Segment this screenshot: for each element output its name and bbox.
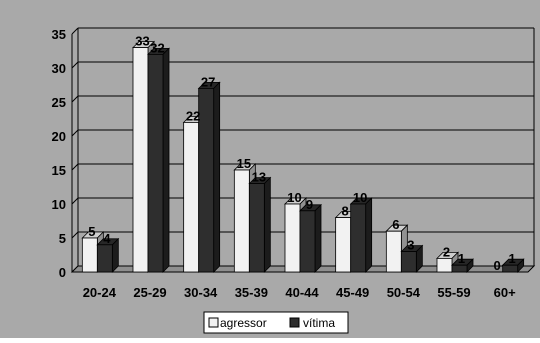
bar-front xyxy=(147,54,164,273)
bar-front xyxy=(233,169,250,273)
gridline-side xyxy=(71,27,79,35)
y-tick-label: 20 xyxy=(52,129,66,144)
bar-vitima xyxy=(501,258,525,273)
bar-vitima xyxy=(400,244,424,273)
bar-front xyxy=(400,251,417,273)
bar-vitima xyxy=(349,197,373,273)
data-label: 1 xyxy=(509,251,516,266)
bar-side xyxy=(314,203,322,273)
bar-vitima xyxy=(147,47,170,273)
bar-front xyxy=(198,88,215,273)
gridline-side xyxy=(71,61,79,69)
data-label: 8 xyxy=(342,204,349,219)
bar-side xyxy=(263,176,271,273)
bar-front xyxy=(299,210,316,273)
bar-vitima xyxy=(197,81,221,273)
x-tick-label: 40-44 xyxy=(285,285,319,300)
data-label: 13 xyxy=(252,170,266,185)
x-tick-label: 60+ xyxy=(494,285,516,300)
bar-front xyxy=(335,217,352,273)
bar-front xyxy=(248,183,265,273)
data-label: 10 xyxy=(353,190,367,205)
y-tick-label: 30 xyxy=(52,61,66,76)
data-label: 3 xyxy=(407,238,414,253)
bar-vitima xyxy=(451,258,474,273)
bar-front xyxy=(81,237,98,273)
bar-vitima xyxy=(299,203,322,273)
bar-front xyxy=(502,264,519,273)
bar-front xyxy=(350,203,367,273)
x-tick-label: 55-59 xyxy=(437,285,470,300)
bar-front xyxy=(132,47,149,273)
legend-label-vitima: vítima xyxy=(303,316,335,330)
bar-side xyxy=(162,47,170,273)
bars xyxy=(81,40,525,273)
data-label: 0 xyxy=(494,258,501,273)
bar-front xyxy=(96,244,113,273)
data-label: 15 xyxy=(237,156,251,171)
x-tick-label: 30-34 xyxy=(184,285,218,300)
data-label: 2 xyxy=(443,244,450,259)
legend-swatch-agressor xyxy=(208,317,219,328)
bar-front xyxy=(183,122,200,273)
data-label: 27 xyxy=(201,74,215,89)
y-tick-label: 10 xyxy=(52,197,66,212)
data-label: 6 xyxy=(392,217,399,232)
y-tick-label: 35 xyxy=(52,27,66,42)
data-label: 5 xyxy=(88,224,95,239)
data-label: 32 xyxy=(150,40,164,55)
x-tick-label: 45-49 xyxy=(336,285,369,300)
legend: agressor vítima xyxy=(203,311,349,334)
bar-front xyxy=(451,264,468,273)
x-tick-label: 25-29 xyxy=(133,285,166,300)
x-tick-label: 35-39 xyxy=(235,285,268,300)
data-label: 9 xyxy=(306,197,313,212)
data-label: 1 xyxy=(458,251,465,266)
bar-front xyxy=(385,230,402,273)
gridline-side xyxy=(71,95,79,103)
data-label: 33 xyxy=(135,34,149,49)
gridline-side xyxy=(71,197,79,205)
gridline-side xyxy=(71,129,79,137)
data-label: 22 xyxy=(186,108,200,123)
bar-front xyxy=(284,203,301,273)
bar-vitima xyxy=(248,176,272,273)
legend-box xyxy=(203,311,349,334)
x-tick-label: 50-54 xyxy=(387,285,421,300)
y-tick-label: 15 xyxy=(52,163,66,178)
data-label: 10 xyxy=(287,190,301,205)
x-tick-label: 20-24 xyxy=(83,285,117,300)
bar-side xyxy=(111,237,119,273)
gridline-side xyxy=(71,163,79,171)
y-tick-label: 0 xyxy=(59,265,66,280)
gridline-side xyxy=(71,231,79,239)
legend-swatch-vitima xyxy=(289,317,300,328)
bar-front xyxy=(436,257,453,273)
data-label: 4 xyxy=(103,231,111,246)
bar-side xyxy=(365,197,373,273)
y-tick-label: 25 xyxy=(52,95,66,110)
legend-label-agressor: agressor xyxy=(220,316,267,330)
bar-vitima xyxy=(96,237,120,273)
bar-side xyxy=(213,81,221,273)
y-tick-label: 5 xyxy=(59,231,66,246)
